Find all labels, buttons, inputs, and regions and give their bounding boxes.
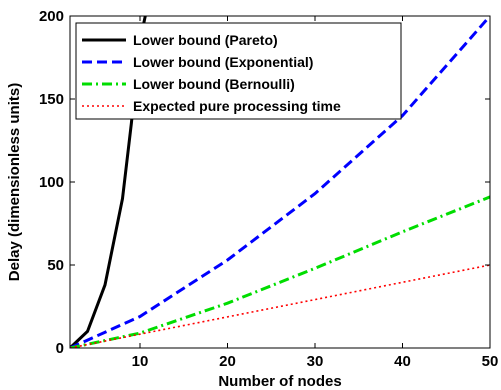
series-line-1	[70, 16, 490, 348]
x-tick-label: 30	[307, 353, 324, 370]
y-tick-label: 150	[39, 91, 64, 108]
x-tick-label: 20	[219, 353, 236, 370]
x-tick-label: 50	[482, 353, 499, 370]
legend-label-0: Lower bound (Pareto)	[133, 32, 278, 48]
y-axis-label: Delay (dimensionless units)	[6, 83, 23, 281]
series-line-3	[70, 264, 490, 348]
y-tick-label: 0	[56, 340, 64, 357]
legend-label-3: Expected pure processing time	[133, 98, 341, 114]
y-tick-label: 100	[39, 174, 64, 191]
x-axis-ticks: 10 20 30 40 50	[132, 16, 499, 370]
x-tick-label: 40	[394, 353, 411, 370]
legend: Lower bound (Pareto) Lower bound (Exponen…	[75, 22, 402, 120]
legend-box	[75, 22, 402, 120]
y-tick-label: 50	[47, 257, 64, 274]
y-tick-label: 200	[39, 8, 64, 25]
legend-label-1: Lower bound (Exponential)	[133, 54, 313, 70]
x-axis-label: Number of nodes	[218, 373, 341, 390]
x-tick-label: 10	[132, 353, 149, 370]
series-line-2	[70, 195, 490, 348]
y-axis-ticks: 0 50 100 150 200	[39, 8, 490, 357]
legend-label-2: Lower bound (Bernoulli)	[133, 76, 295, 92]
